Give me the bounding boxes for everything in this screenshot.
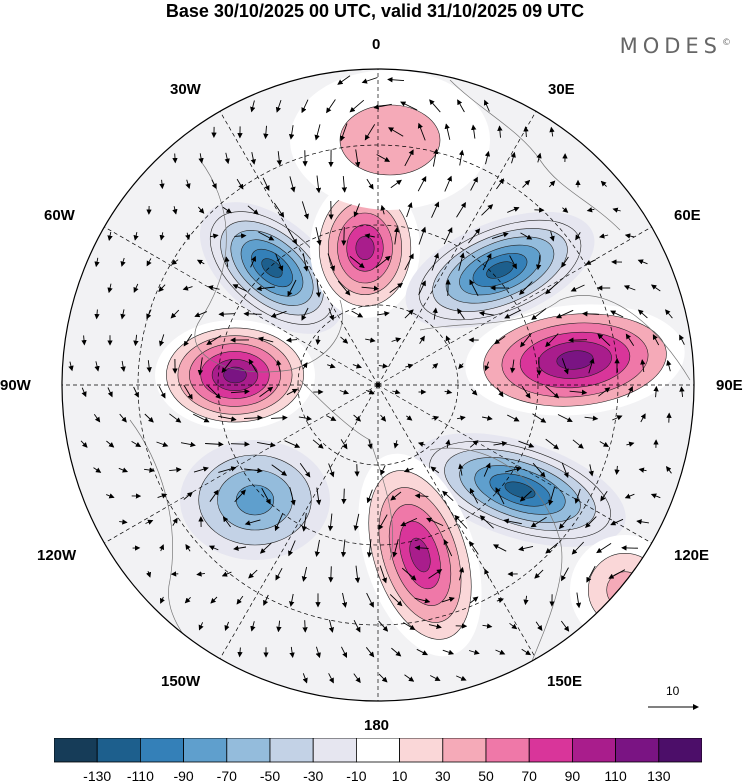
colorbar-tick-label: 70 [521, 768, 537, 784]
colorbar-swatch [97, 738, 140, 762]
lon-label-120w: 120W [37, 547, 76, 564]
colorbar-swatch [443, 738, 486, 762]
lon-label-30w: 30W [170, 81, 201, 98]
colorbar-swatch [270, 738, 313, 762]
wind-vector [305, 620, 306, 632]
lon-label-30e: 30E [548, 81, 575, 98]
colorbar-tick-label: -50 [260, 768, 280, 784]
colorbar-swatch [529, 738, 572, 762]
lon-label-180: 180 [364, 717, 389, 734]
wind-vector [175, 154, 176, 163]
colorbar-tick-label: -10 [346, 768, 366, 784]
colorbar-swatch [572, 738, 615, 762]
map-title: Base 30/10/2025 00 UTC, valid 31/10/2025… [0, 0, 750, 22]
colorbar-swatch [659, 738, 702, 762]
wind-vector [344, 227, 345, 245]
lon-label-60e: 60E [674, 207, 701, 224]
vector-reference-label: 10 [666, 684, 679, 698]
colorbar-swatch [54, 738, 97, 762]
lon-label-0: 0 [372, 36, 380, 53]
wind-vector [244, 314, 261, 315]
colorbar-tick-label: 130 [647, 768, 670, 784]
wind-vector [219, 314, 234, 315]
colorbar-swatch [313, 738, 356, 762]
lon-label-90e: 90E [716, 377, 743, 394]
colorbar-tick-label: -130 [83, 768, 111, 784]
colorbar-tick-label: 10 [392, 768, 408, 784]
colorbar-swatch [486, 738, 529, 762]
colorbar-tick-label: 50 [478, 768, 494, 784]
lon-label-120e: 120E [674, 547, 709, 564]
colorbar-swatch [400, 738, 443, 762]
lon-label-60w: 60W [44, 207, 75, 224]
wind-vector [344, 489, 345, 504]
colorbar-tick-label: -70 [217, 768, 237, 784]
colorbar-tick-label: -110 [127, 768, 154, 784]
anomaly-low-alaska [180, 440, 330, 560]
brand-logo: MODES© [620, 34, 736, 58]
pole-marker [376, 383, 381, 388]
colorbar-swatch [356, 738, 399, 762]
wind-vector [569, 340, 587, 341]
colorbar-swatch [140, 738, 183, 762]
wind-vector [231, 444, 249, 445]
anomaly-high-canada-90w [155, 320, 315, 430]
colorbar-tick-label: 90 [565, 768, 581, 784]
colorbar-swatch [616, 738, 659, 762]
colorbar-tick-label: 30 [435, 768, 451, 784]
colorbar [54, 738, 702, 764]
wind-vector [331, 566, 332, 581]
colorbar-swatch [227, 738, 270, 762]
colorbar-tick-label: 110 [604, 768, 626, 784]
polar-map [0, 0, 750, 730]
colorbar-tick-label: -30 [303, 768, 323, 784]
colorbar-tick-label: -90 [173, 768, 193, 784]
anomaly-high-europe [290, 70, 490, 210]
anomaly-high-pacific-120e [570, 535, 680, 645]
lon-label-90w: 90W [0, 377, 31, 394]
lon-label-150w: 150W [161, 673, 200, 690]
colorbar-swatch [184, 738, 227, 762]
lon-label-150e: 150E [547, 673, 582, 690]
